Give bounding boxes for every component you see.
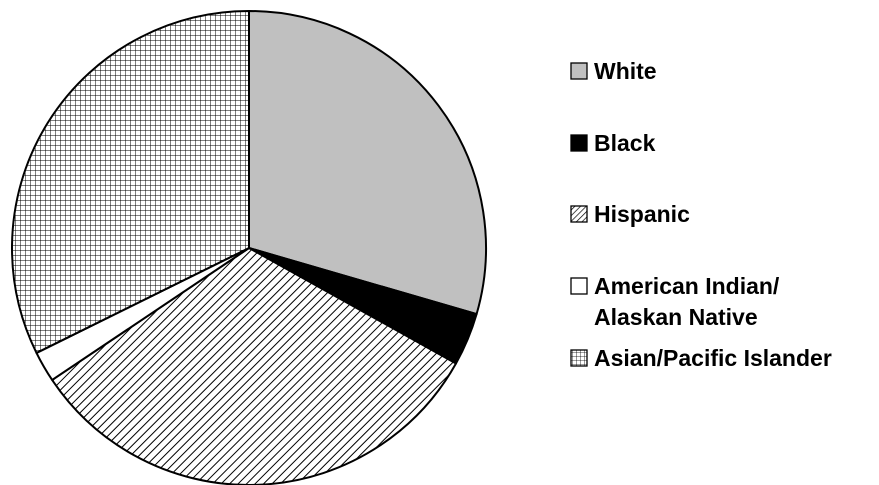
legend-swatch <box>570 62 588 80</box>
legend-item-black: Black <box>570 130 656 156</box>
legend-item-white: White <box>570 58 657 84</box>
legend-swatch <box>570 134 588 152</box>
pie-slices <box>11 10 487 485</box>
legend-label: Alaskan Native <box>594 304 758 330</box>
legend-item-american-indian-alaskan-native: American Indian/Alaskan Native <box>570 273 780 330</box>
legend: White Black Hispanic American Indian/Alaska… <box>570 58 832 371</box>
pie-slice-white <box>248 10 487 316</box>
legend-swatch <box>570 349 588 367</box>
legend-label: Asian/Pacific Islander <box>594 345 832 371</box>
legend-item-hispanic: Hispanic <box>570 201 690 227</box>
legend-label: Black <box>594 130 656 156</box>
legend-label: Hispanic <box>594 201 690 227</box>
legend-item-asian-pacific-islander: Asian/Pacific Islander <box>570 345 832 371</box>
legend-label: White <box>594 58 657 84</box>
legend-swatch <box>570 277 588 295</box>
legend-label: American Indian/ <box>594 273 780 299</box>
pie-slice-asian-pacific-islander <box>11 10 250 354</box>
legend-swatch <box>570 205 588 223</box>
